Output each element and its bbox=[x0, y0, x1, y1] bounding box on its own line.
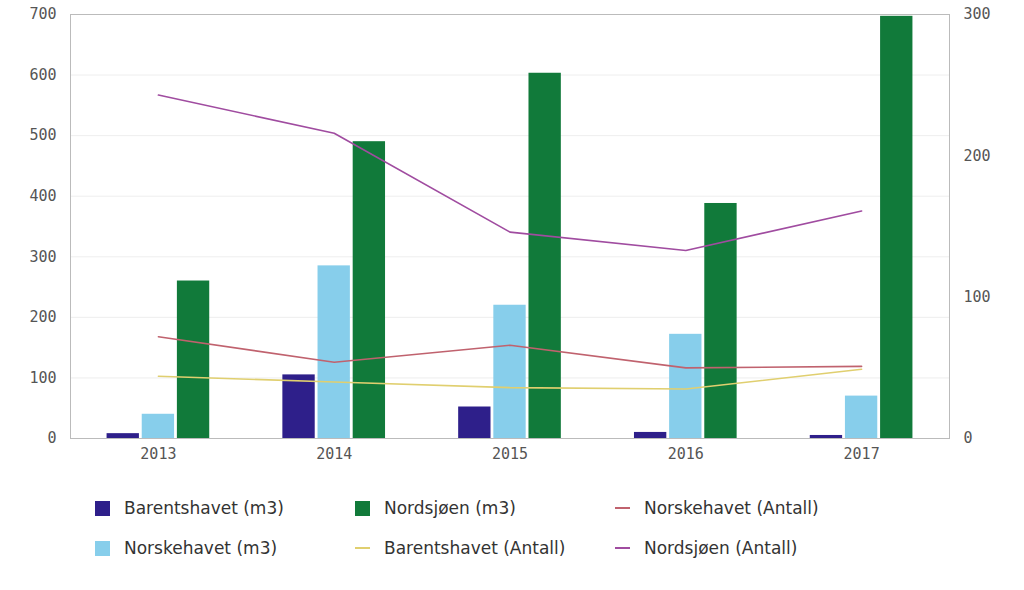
html-text:Nordsjøen (m3): Nordsjøen (m3) bbox=[384, 498, 516, 518]
svg-text:400: 400 bbox=[29, 187, 56, 205]
html-text:Barentshavet (Antall): Barentshavet (Antall) bbox=[384, 538, 566, 558]
svg-text:2016: 2016 bbox=[668, 445, 704, 463]
svg-text:600: 600 bbox=[29, 66, 56, 84]
svg-text:2013: 2013 bbox=[140, 445, 176, 463]
svg-text:100: 100 bbox=[964, 288, 991, 306]
svg-text:300: 300 bbox=[29, 248, 56, 266]
html-text:Barentshavet (m3): Barentshavet (m3) bbox=[124, 498, 284, 518]
svg-text:2017: 2017 bbox=[844, 445, 880, 463]
svg-text:2015: 2015 bbox=[492, 445, 528, 463]
svg-text:0: 0 bbox=[964, 429, 973, 447]
svg-text:100: 100 bbox=[29, 369, 56, 387]
svg-text:0: 0 bbox=[47, 429, 56, 447]
html-text:Norskehavet (m3): Norskehavet (m3) bbox=[124, 538, 278, 558]
html-text:Norskehavet (Antall): Norskehavet (Antall) bbox=[644, 498, 819, 518]
svg-text:200: 200 bbox=[29, 308, 56, 326]
svg-text:700: 700 bbox=[29, 5, 56, 23]
svg-text:2014: 2014 bbox=[316, 445, 352, 463]
svg-text:200: 200 bbox=[964, 147, 991, 165]
svg-text:300: 300 bbox=[964, 5, 991, 23]
html-text:Nordsjøen (Antall): Nordsjøen (Antall) bbox=[644, 538, 798, 558]
svg-text:500: 500 bbox=[29, 126, 56, 144]
